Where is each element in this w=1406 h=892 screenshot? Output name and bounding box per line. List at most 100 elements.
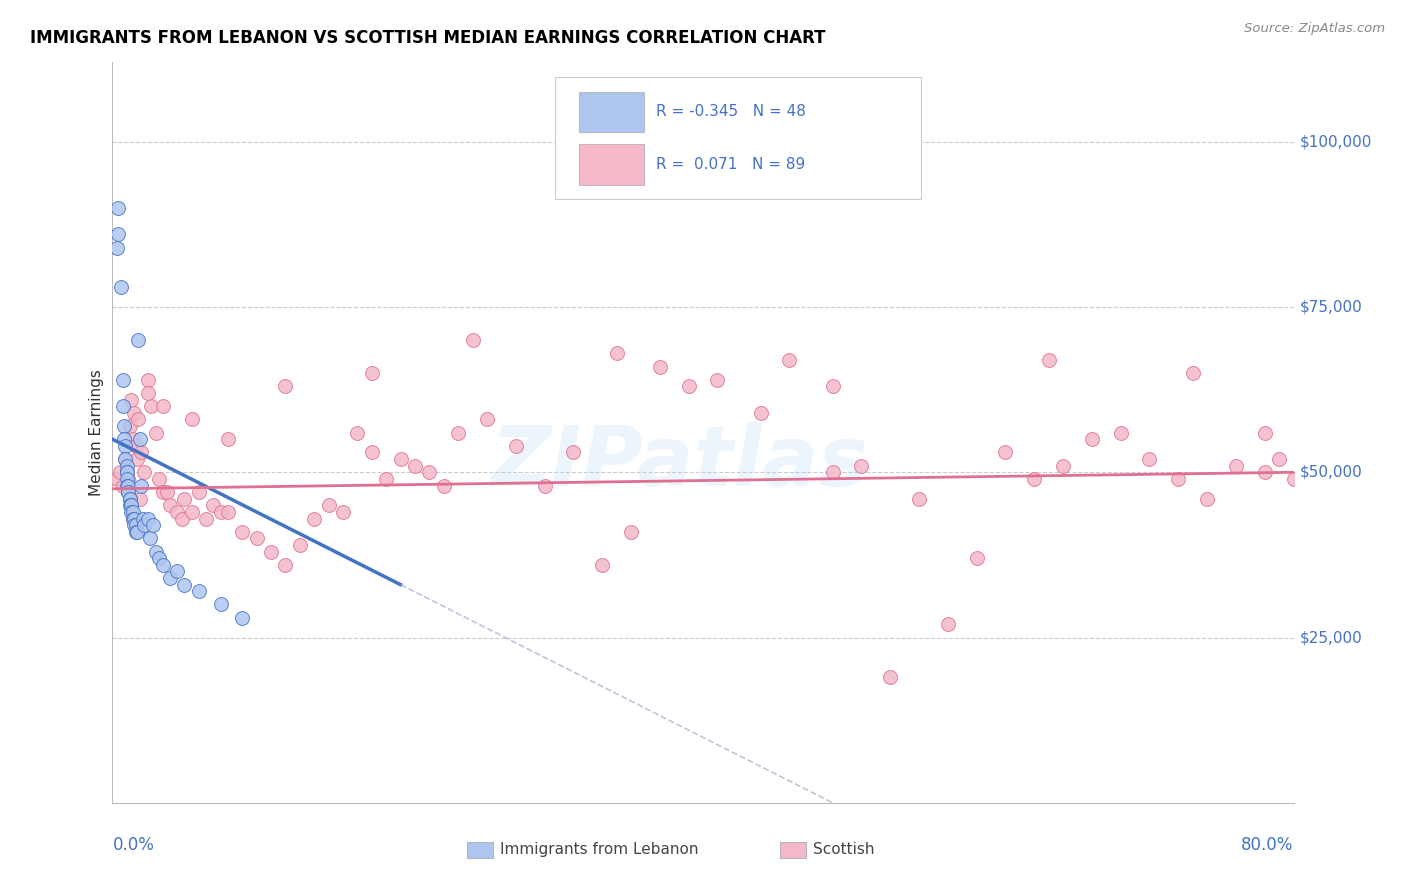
Point (187, 584, 209, 599)
Point (115, 465, 138, 479)
Point (821, 465, 844, 479)
FancyBboxPatch shape (579, 92, 644, 132)
Point (134, 518, 156, 533)
Point (1038, 352, 1060, 367)
Point (124, 524, 146, 539)
Text: $25,000: $25,000 (1299, 630, 1362, 645)
Point (209, 598, 232, 612)
Point (404, 458, 426, 473)
Y-axis label: Median Earnings: Median Earnings (89, 369, 104, 496)
Text: ZIPatlas: ZIPatlas (491, 422, 869, 503)
Point (418, 465, 440, 479)
Point (1081, 432, 1104, 446)
Point (118, 499, 141, 513)
Point (124, 439, 146, 453)
Point (152, 558, 174, 572)
Point (505, 439, 527, 453)
Point (433, 478, 456, 492)
Point (107, 227, 129, 242)
Point (111, 399, 134, 413)
Point (231, 610, 253, 624)
Point (118, 491, 141, 506)
Point (606, 346, 628, 360)
Point (187, 485, 209, 500)
Point (152, 485, 174, 500)
Text: 0.0%: 0.0% (112, 836, 155, 855)
Point (1181, 366, 1204, 380)
Point (124, 518, 146, 533)
Point (202, 499, 225, 513)
Point (195, 511, 218, 525)
Point (115, 465, 138, 479)
Point (127, 412, 149, 426)
Text: Immigrants from Lebanon: Immigrants from Lebanon (501, 842, 699, 857)
Point (115, 465, 138, 479)
Point (141, 399, 163, 413)
Point (318, 499, 340, 513)
Point (1139, 452, 1161, 467)
Point (129, 445, 152, 459)
Point (1254, 425, 1277, 440)
Point (389, 452, 412, 467)
Point (122, 518, 145, 533)
Point (217, 432, 239, 446)
Point (620, 524, 643, 539)
Point (118, 419, 141, 434)
Point (1052, 458, 1074, 473)
Point (112, 419, 135, 434)
Point (1254, 465, 1277, 479)
Text: $50,000: $50,000 (1299, 465, 1362, 480)
Text: $75,000: $75,000 (1299, 300, 1362, 315)
Point (231, 524, 253, 539)
FancyBboxPatch shape (467, 842, 492, 858)
Text: IMMIGRANTS FROM LEBANON VS SCOTTISH MEDIAN EARNINGS CORRELATION CHART: IMMIGRANTS FROM LEBANON VS SCOTTISH MEDI… (30, 29, 825, 47)
Point (105, 472, 128, 486)
Point (288, 538, 311, 552)
Point (1167, 472, 1189, 486)
Point (209, 505, 232, 519)
Point (274, 379, 297, 393)
Point (1225, 458, 1247, 473)
Point (138, 373, 160, 387)
Point (120, 392, 142, 407)
Point (908, 491, 931, 506)
Point (447, 425, 470, 440)
Text: $100,000: $100,000 (1299, 135, 1372, 149)
FancyBboxPatch shape (579, 145, 644, 185)
Point (180, 412, 202, 426)
Point (1109, 425, 1132, 440)
Point (180, 505, 202, 519)
Point (125, 524, 148, 539)
Point (120, 505, 142, 519)
Point (134, 465, 156, 479)
Point (148, 551, 170, 566)
Point (115, 458, 138, 473)
Point (936, 617, 959, 632)
Point (346, 425, 368, 440)
Point (173, 491, 195, 506)
Point (562, 445, 585, 459)
Point (108, 465, 131, 479)
Point (115, 478, 138, 492)
Point (1024, 472, 1046, 486)
Point (475, 412, 498, 426)
Point (128, 432, 150, 446)
Point (851, 458, 873, 473)
Point (117, 472, 139, 486)
Point (129, 478, 152, 492)
Point (591, 558, 613, 572)
Point (533, 478, 555, 492)
Point (112, 432, 135, 446)
Text: R =  0.071   N = 89: R = 0.071 N = 89 (655, 157, 806, 172)
Point (125, 452, 148, 467)
Point (111, 478, 134, 492)
Point (117, 478, 139, 492)
Point (778, 352, 800, 367)
FancyBboxPatch shape (555, 78, 921, 200)
Point (994, 445, 1017, 459)
Point (274, 558, 297, 572)
Point (121, 432, 143, 446)
Point (821, 379, 844, 393)
Point (152, 399, 174, 413)
Point (879, 670, 901, 684)
